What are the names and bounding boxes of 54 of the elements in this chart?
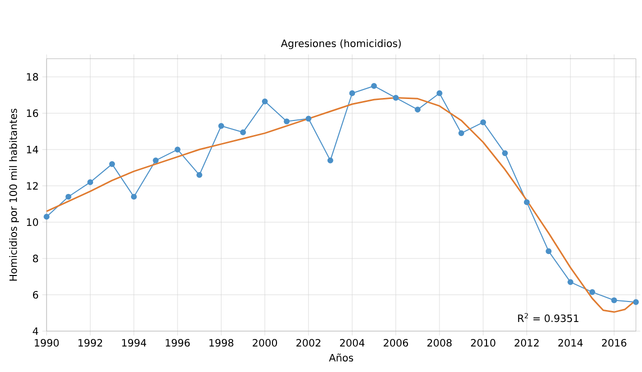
- x-tick-label: 2010: [471, 339, 496, 347]
- y-tick-label: 16: [26, 110, 38, 118]
- point: [611, 298, 618, 304]
- point: [65, 194, 72, 200]
- chart-title: Agresiones (homicidios): [280, 40, 401, 50]
- point: [327, 158, 334, 164]
- x-axis-title: Años: [328, 354, 354, 362]
- annotation: R$^{2}$ = 0.9351: [518, 313, 578, 322]
- point: [284, 118, 290, 124]
- x-tick-label: 1996: [166, 339, 190, 347]
- point: [44, 214, 50, 220]
- y-tick-label: 18: [26, 73, 38, 81]
- x-tick-label: 2006: [384, 339, 408, 347]
- x-tick-label: 2000: [252, 339, 278, 347]
- x-tick-label: 1990: [34, 339, 59, 347]
- point: [524, 199, 530, 206]
- point: [262, 98, 268, 105]
- point: [87, 179, 94, 186]
- point: [392, 95, 399, 101]
- point: [130, 194, 137, 200]
- y-tick-label: 8: [32, 254, 38, 262]
- point: [436, 90, 442, 96]
- point: [196, 172, 202, 178]
- point: [240, 130, 246, 136]
- point: [480, 120, 486, 126]
- x-tick-label: 2004: [340, 339, 364, 347]
- y-axis-title: Homicidios por 100 mil habitantes: [9, 108, 19, 281]
- x-tick-label: 2014: [558, 339, 583, 347]
- point: [174, 146, 180, 153]
- point: [589, 289, 596, 296]
- point: [546, 248, 552, 254]
- point: [502, 150, 508, 156]
- x-tick-label: 2008: [427, 339, 452, 347]
- point: [414, 106, 421, 113]
- point: [306, 116, 312, 122]
- point: [109, 161, 115, 168]
- y-tick-label: 4: [32, 328, 38, 335]
- point: [458, 130, 464, 136]
- y-tick-label: 6: [33, 291, 38, 299]
- y-tick-label: 10: [26, 218, 38, 226]
- x-tick-label: 2002: [296, 339, 320, 347]
- y-tick-label: 14: [26, 146, 38, 154]
- point: [568, 279, 574, 286]
- point: [633, 299, 639, 306]
- point: [349, 90, 356, 96]
- y-tick-label: 12: [26, 182, 38, 190]
- x-tick-label: 2012: [514, 339, 539, 347]
- x-tick-label: 1994: [122, 339, 146, 347]
- point: [218, 123, 224, 130]
- point: [152, 158, 159, 164]
- point: [371, 83, 377, 90]
- x-tick-label: 1992: [78, 339, 102, 347]
- x-tick-label: 2016: [602, 339, 626, 347]
- x-tick-label: 1998: [209, 339, 234, 347]
